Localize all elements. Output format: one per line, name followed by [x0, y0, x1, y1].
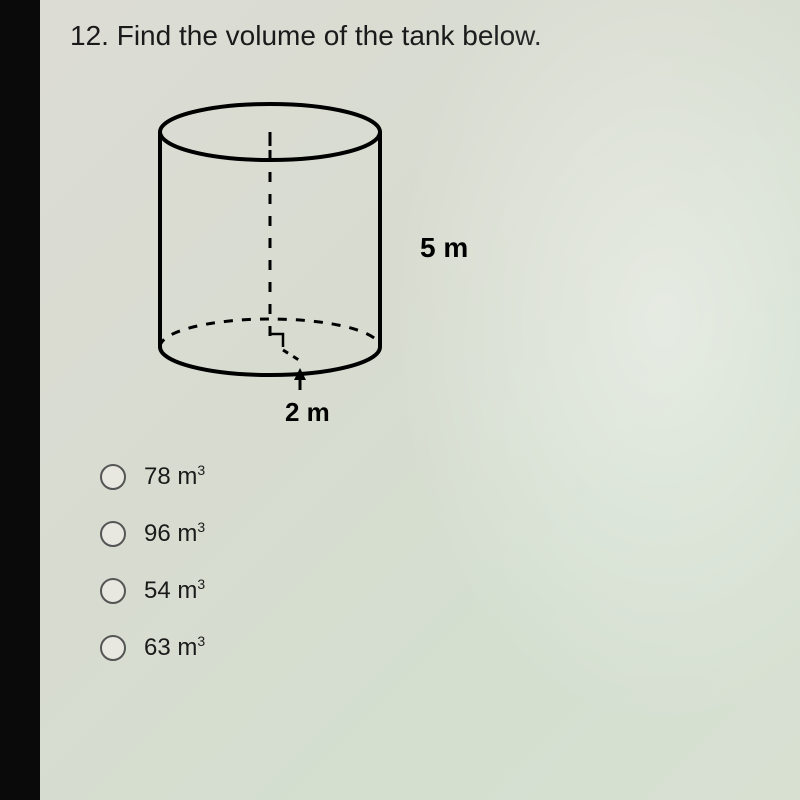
option-exponent: 3 — [197, 462, 205, 478]
question-text-content: Find the volume of the tank below. — [117, 20, 542, 51]
option-unit: m — [177, 634, 197, 661]
radio-icon[interactable] — [100, 464, 126, 490]
option-exponent: 3 — [197, 519, 205, 535]
radio-icon[interactable] — [100, 578, 126, 604]
answer-options: 78 m3 96 m3 54 m3 63 m3 — [100, 462, 770, 662]
option-unit: m — [177, 520, 197, 547]
screen-edge — [0, 0, 40, 800]
option-exponent: 3 — [197, 576, 205, 592]
question-prompt: 12. Find the volume of the tank below. — [70, 20, 770, 52]
question-page: 12. Find the volume of the tank below. — [40, 0, 800, 800]
option-value: 96 — [144, 520, 171, 547]
option-value: 63 — [144, 634, 171, 661]
radio-icon[interactable] — [100, 635, 126, 661]
option-unit: m — [177, 463, 197, 490]
cylinder-bottom-front — [160, 347, 380, 375]
cylinder-diagram: 5 m 2 m — [130, 102, 530, 432]
option-label: 54 m3 — [144, 576, 205, 605]
height-label: 5 m — [420, 232, 468, 264]
radius-label: 2 m — [285, 397, 330, 428]
option-d[interactable]: 63 m3 — [100, 633, 770, 662]
option-a[interactable]: 78 m3 — [100, 462, 770, 491]
radius-segment — [283, 350, 302, 362]
option-label: 63 m3 — [144, 633, 205, 662]
right-angle-marker — [270, 334, 283, 347]
option-b[interactable]: 96 m3 — [100, 519, 770, 548]
radio-icon[interactable] — [100, 521, 126, 547]
option-value: 78 — [144, 463, 171, 490]
question-number: 12. — [70, 20, 109, 51]
option-label: 96 m3 — [144, 519, 205, 548]
cylinder-svg — [130, 102, 430, 422]
option-exponent: 3 — [197, 633, 205, 649]
option-c[interactable]: 54 m3 — [100, 576, 770, 605]
option-label: 78 m3 — [144, 462, 205, 491]
option-value: 54 — [144, 577, 171, 604]
option-unit: m — [177, 577, 197, 604]
